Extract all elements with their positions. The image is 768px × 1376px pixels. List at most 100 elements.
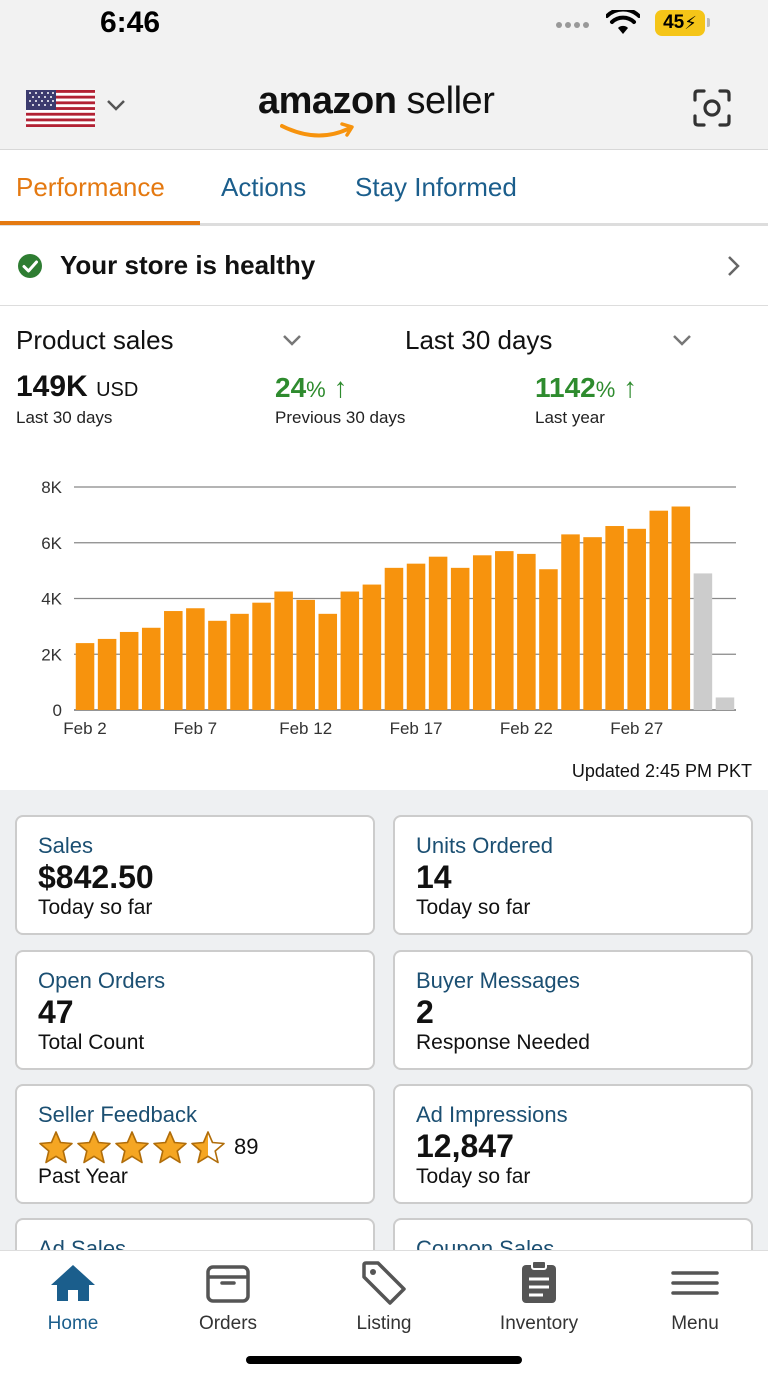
us-flag-icon[interactable] (26, 90, 95, 127)
y-tick-label: 4K (41, 590, 62, 609)
bar (627, 528, 646, 710)
bar (97, 638, 117, 710)
year-change-number: 1142 (535, 372, 596, 403)
hamburger-icon (671, 1271, 719, 1295)
bar (252, 602, 271, 710)
card-seller-feedback[interactable]: Seller Feedback 89 Past Year (15, 1084, 375, 1204)
previous-period-change: 24% ↑ (275, 372, 348, 404)
bar (318, 613, 338, 710)
card-coupon-sales[interactable]: Coupon Sales (393, 1218, 753, 1250)
signal-icon (556, 22, 589, 28)
bar (495, 551, 514, 710)
clipboard-icon (522, 1260, 556, 1303)
x-tick-label: Feb 27 (610, 719, 663, 738)
card-subtitle: Total Count (38, 1031, 145, 1054)
nav-label: Home (47, 1313, 99, 1334)
card-value: 2 (416, 994, 434, 1030)
card-title: Ad Sales (38, 1236, 127, 1250)
card-open-orders[interactable]: Open Orders 47 Total Count (15, 950, 375, 1070)
bar (75, 643, 95, 710)
y-tick-label: 0 (53, 701, 62, 720)
chevron-down-icon[interactable] (282, 333, 302, 347)
scan-icon[interactable] (692, 88, 732, 128)
chevron-down-icon[interactable] (106, 98, 126, 112)
card-subtitle: Today so far (38, 896, 153, 919)
bar (362, 584, 382, 710)
card-ad-sales[interactable]: Ad Sales (15, 1218, 375, 1250)
bar (715, 697, 735, 710)
chevron-down-icon[interactable] (672, 333, 692, 347)
card-buyer-messages[interactable]: Buyer Messages 2 Response Needed (393, 950, 753, 1070)
arrow-up-icon: ↑ (325, 372, 348, 403)
total-sales-number: 149K (16, 370, 88, 403)
feedback-count: 89 (234, 1134, 259, 1159)
tab-actions[interactable]: Actions (221, 172, 307, 202)
star-full-icon (77, 1131, 111, 1164)
card-title: Ad Impressions (416, 1102, 568, 1127)
bar (583, 537, 602, 710)
store-health-label: Your store is healthy (60, 250, 316, 280)
tab-bar: Performance Actions Stay Informed (0, 150, 768, 226)
last-year-change: 1142% ↑ (535, 372, 637, 404)
nav-label: Menu (671, 1313, 719, 1334)
bar (340, 591, 360, 710)
bar (296, 599, 315, 710)
tab-performance[interactable]: Performance (16, 172, 165, 202)
home-indicator (246, 1356, 522, 1364)
bottom-navigation: Home Orders Listing Inventory (0, 1250, 768, 1376)
bar (208, 620, 227, 710)
wifi-icon (606, 10, 640, 34)
status-time: 6:46 (100, 6, 161, 39)
nav-listing[interactable]: Listing (309, 1257, 459, 1335)
nav-menu[interactable]: Menu (620, 1257, 768, 1335)
status-bar: 6:46 45 ⚡ (0, 0, 768, 52)
x-tick-label: Feb 17 (390, 719, 443, 738)
star-full-icon (153, 1131, 187, 1164)
bar (274, 591, 293, 710)
home-icon (51, 1265, 95, 1301)
last-year-label: Last year (535, 408, 605, 427)
tab-stay-informed[interactable]: Stay Informed (355, 172, 517, 202)
bar (428, 556, 448, 710)
metric-select[interactable]: Product sales (16, 325, 174, 355)
arrow-up-icon: ↑ (615, 372, 638, 403)
bar (472, 555, 492, 710)
star-full-icon (39, 1131, 73, 1164)
card-title: Coupon Sales (416, 1236, 555, 1250)
card-sales[interactable]: Sales $842.50 Today so far (15, 815, 375, 935)
x-tick-label: Feb 2 (63, 719, 106, 738)
card-title: Buyer Messages (416, 968, 580, 993)
bar (119, 631, 139, 710)
bar (605, 526, 624, 710)
previous-period-label: Previous 30 days (275, 408, 406, 427)
nav-label: Inventory (499, 1313, 579, 1334)
tag-icon (362, 1261, 406, 1305)
bar (450, 567, 470, 710)
card-ad-impressions[interactable]: Ad Impressions 12,847 Today so far (393, 1084, 753, 1204)
store-health-row[interactable]: Your store is healthy (0, 228, 768, 306)
card-value: 47 (38, 994, 74, 1030)
charging-bolt-icon: ⚡ (684, 12, 697, 33)
check-circle-icon (18, 254, 42, 278)
currency-unit: USD (96, 379, 139, 401)
nav-orders[interactable]: Orders (153, 1257, 303, 1335)
card-units-ordered[interactable]: Units Ordered 14 Today so far (393, 815, 753, 935)
battery-cap (707, 18, 710, 27)
previous-change-number: 24 (275, 372, 307, 403)
nav-inventory[interactable]: Inventory (464, 1257, 614, 1335)
bar (539, 569, 558, 710)
nav-label: Orders (198, 1313, 258, 1334)
bar (693, 573, 713, 710)
range-select[interactable]: Last 30 days (405, 325, 553, 355)
card-title: Units Ordered (416, 833, 553, 858)
bar (649, 510, 669, 710)
logo-smile-icon (280, 122, 354, 138)
nav-home[interactable]: Home (0, 1257, 148, 1335)
battery-indicator: 45 ⚡ (655, 10, 705, 36)
total-sales-period: Last 30 days (16, 408, 113, 427)
card-subtitle: Past Year (38, 1165, 128, 1188)
card-title: Seller Feedback (38, 1102, 197, 1127)
y-tick-label: 2K (41, 645, 62, 664)
card-value: $842.50 (38, 859, 154, 895)
x-tick-label: Feb 7 (174, 719, 217, 738)
